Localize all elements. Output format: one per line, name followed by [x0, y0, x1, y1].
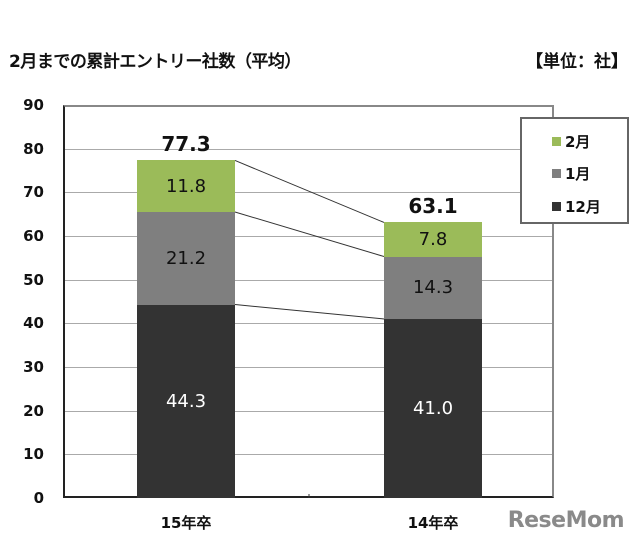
bar-segment: 21.2 [137, 211, 235, 305]
segment-value-label: 7.8 [418, 228, 448, 250]
legend-swatch-jan [552, 169, 561, 178]
legend-label: 2月 [565, 133, 591, 151]
bar-segment: 7.8 [384, 222, 482, 257]
y-tick-label: 60 [23, 227, 44, 245]
x-tick-label: 15年卒 [160, 514, 212, 532]
y-tick-label: 90 [23, 96, 44, 114]
legend-swatch-feb [552, 137, 561, 146]
segment-value-label: 11.8 [165, 175, 207, 197]
segment-value-label: 44.3 [165, 390, 207, 412]
y-tick-label: 20 [23, 401, 44, 420]
gridline [65, 367, 552, 368]
bar-segment: 11.8 [137, 160, 235, 212]
y-tick-label: 10 [23, 445, 44, 464]
total-value-label: 77.3 [161, 132, 211, 157]
y-tick-label: 30 [23, 358, 44, 376]
legend-item-jan: 1月 [552, 163, 590, 184]
y-tick-label: 70 [23, 183, 44, 202]
legend-item-dec: 12月 [552, 196, 601, 217]
total-value-label: 63.1 [408, 194, 458, 219]
y-tick-label: 50 [23, 270, 44, 289]
gridline [65, 236, 552, 237]
bar-segment: 41.0 [384, 318, 482, 498]
gridline [65, 192, 552, 194]
chart-title: 2月までの累計エントリー社数（平均） [9, 52, 301, 72]
y-tick-label: 80 [23, 139, 44, 158]
gridline [65, 454, 552, 456]
resemom-logo: ReseMom [507, 508, 625, 533]
legend: 2月 1月 12月 [520, 117, 629, 224]
legend-swatch-dec [552, 202, 561, 211]
gridline [65, 410, 552, 412]
y-tick-label: 40 [23, 314, 44, 333]
segment-value-label: 41.0 [412, 397, 454, 419]
segment-value-label: 21.2 [165, 247, 207, 269]
bar-segment: 14.3 [384, 256, 482, 319]
unit-label: 【単位：社】 [526, 52, 628, 72]
legend-item-feb: 2月 [552, 131, 590, 152]
legend-label: 12月 [565, 198, 601, 216]
segment-value-label: 14.3 [412, 277, 454, 299]
gridline [65, 279, 552, 281]
bar-segment: 44.3 [137, 304, 235, 498]
x-tick-label: 14年卒 [407, 514, 459, 532]
gridline [65, 323, 552, 325]
y-tick-label: 0 [33, 489, 44, 507]
gridline [65, 148, 552, 150]
legend-label: 1月 [565, 165, 591, 183]
